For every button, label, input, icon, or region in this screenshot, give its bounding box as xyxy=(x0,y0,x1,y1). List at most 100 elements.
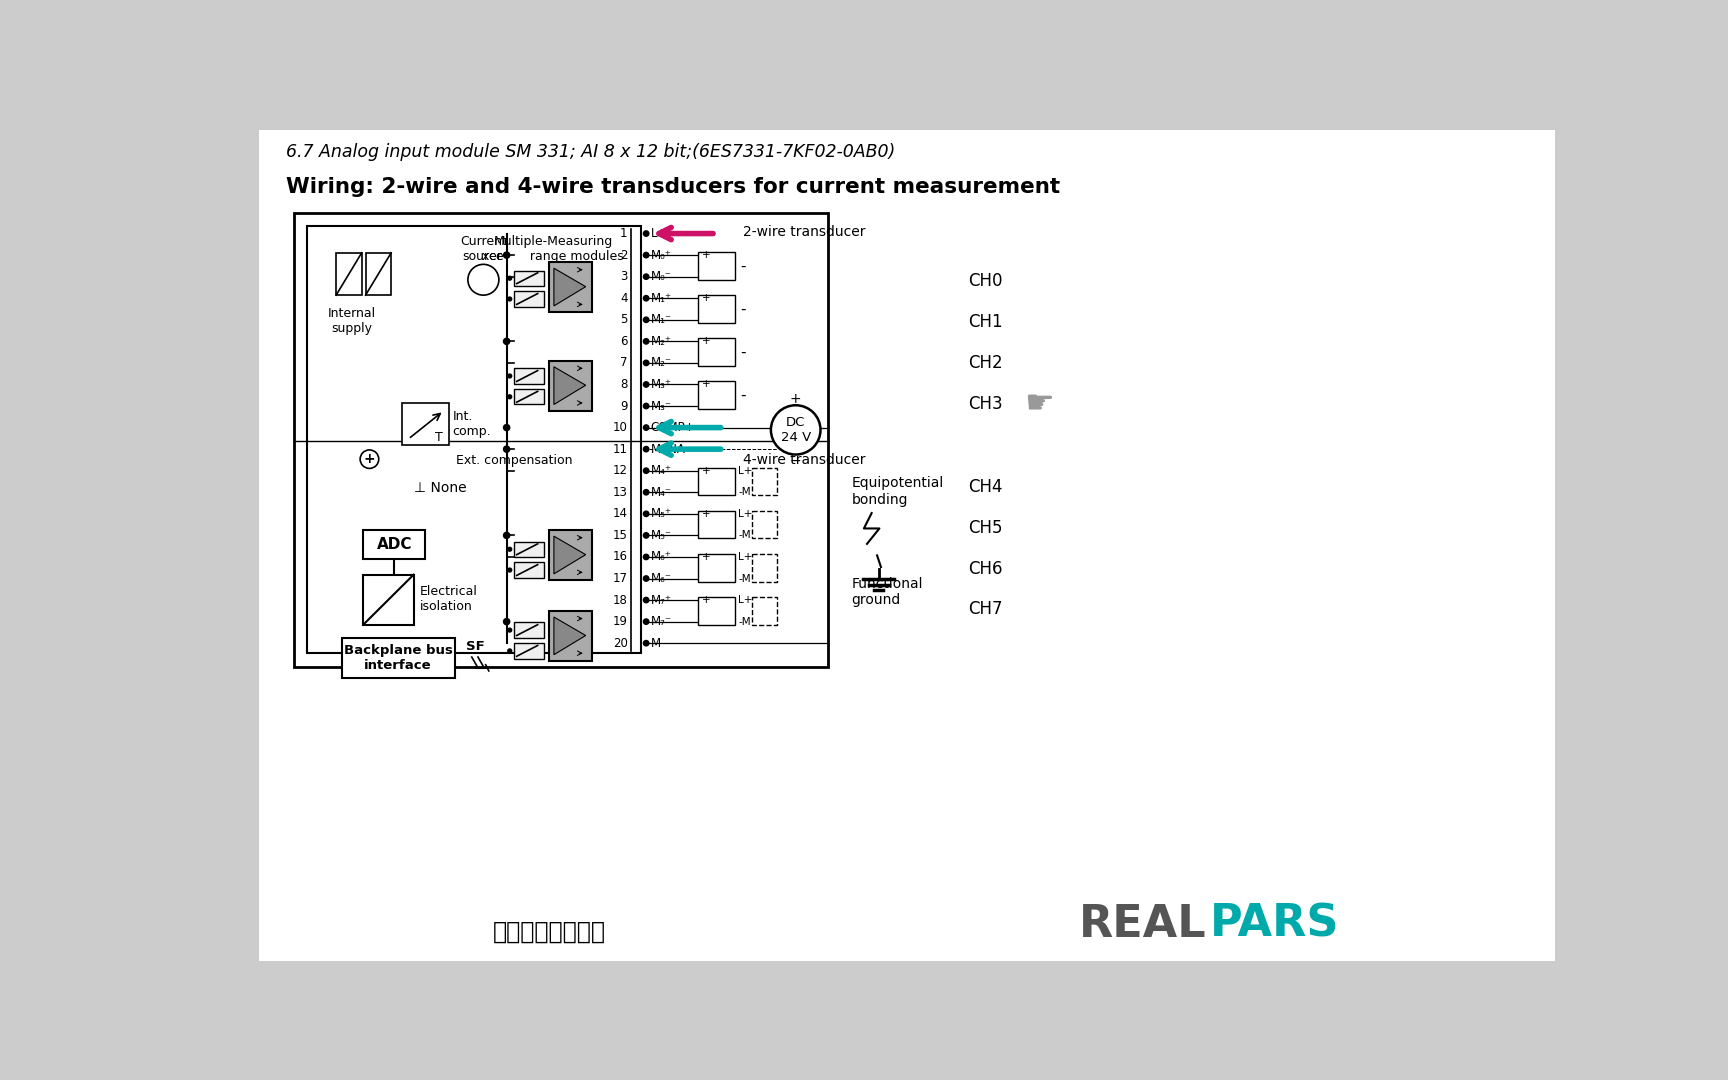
Circle shape xyxy=(508,395,511,399)
Circle shape xyxy=(643,446,648,451)
Text: 9: 9 xyxy=(620,400,627,413)
Bar xyxy=(698,252,734,280)
Bar xyxy=(403,403,449,445)
Text: 14: 14 xyxy=(612,508,627,521)
Text: M₅⁻: M₅⁻ xyxy=(651,529,672,542)
Circle shape xyxy=(643,468,648,473)
Text: M₇⁻: M₇⁻ xyxy=(651,616,672,629)
Text: -M: -M xyxy=(738,617,752,626)
Text: Multiple-Measuring
xer       range modules: Multiple-Measuring xer range modules xyxy=(482,235,624,262)
Text: 3: 3 xyxy=(620,270,627,283)
Text: M₇⁺: M₇⁺ xyxy=(651,594,672,607)
Circle shape xyxy=(503,424,510,431)
Text: M₅⁺: M₅⁺ xyxy=(651,508,672,521)
Circle shape xyxy=(508,629,511,632)
Circle shape xyxy=(643,511,648,516)
Text: -: - xyxy=(740,345,745,360)
Text: 4-wire transducer: 4-wire transducer xyxy=(743,453,866,467)
Bar xyxy=(752,554,778,582)
Polygon shape xyxy=(555,536,586,573)
Text: L+: L+ xyxy=(738,552,753,562)
Text: -: - xyxy=(740,388,745,403)
Text: CH4: CH4 xyxy=(968,477,1002,496)
Text: 以便为模块供电。: 以便为模块供电。 xyxy=(492,920,607,944)
Text: COMP+: COMP+ xyxy=(651,421,695,434)
Text: Internal
supply: Internal supply xyxy=(328,307,375,335)
Bar xyxy=(698,468,734,496)
Bar xyxy=(515,563,544,578)
Text: 10: 10 xyxy=(613,421,627,434)
Text: -: - xyxy=(740,258,745,273)
Circle shape xyxy=(503,532,510,539)
Text: 8: 8 xyxy=(620,378,627,391)
Text: Ext. compensation: Ext. compensation xyxy=(456,455,572,468)
Text: CH0: CH0 xyxy=(968,272,1002,291)
Text: 18: 18 xyxy=(613,594,627,607)
Text: REAL: REAL xyxy=(1078,903,1206,946)
Text: +: + xyxy=(702,595,710,605)
Text: 2-wire transducer: 2-wire transducer xyxy=(743,225,866,239)
Text: 1: 1 xyxy=(620,227,627,240)
Text: PARS: PARS xyxy=(1210,903,1339,946)
Text: +: + xyxy=(702,251,710,260)
Text: Wiring: 2-wire and 4-wire transducers for current measurement: Wiring: 2-wire and 4-wire transducers fo… xyxy=(285,177,1059,198)
Bar xyxy=(515,389,544,405)
Text: 13: 13 xyxy=(613,486,627,499)
Text: −: − xyxy=(790,454,802,468)
Text: ADC: ADC xyxy=(377,537,411,552)
Bar xyxy=(550,611,593,661)
Circle shape xyxy=(508,568,511,572)
Bar xyxy=(308,226,641,653)
Bar xyxy=(363,530,425,559)
Text: +: + xyxy=(790,392,802,406)
Bar xyxy=(294,213,828,667)
Bar xyxy=(550,262,593,312)
Bar xyxy=(550,530,593,580)
Circle shape xyxy=(643,554,648,559)
Text: L+: L+ xyxy=(738,509,753,518)
Circle shape xyxy=(643,381,648,387)
Bar xyxy=(342,638,454,678)
Circle shape xyxy=(508,374,511,378)
Circle shape xyxy=(359,450,378,469)
Text: 7: 7 xyxy=(620,356,627,369)
Text: M₂⁻: M₂⁻ xyxy=(651,356,672,369)
Text: 15: 15 xyxy=(613,529,627,542)
Text: Backplane bus
interface: Backplane bus interface xyxy=(344,644,453,672)
Circle shape xyxy=(643,253,648,258)
Circle shape xyxy=(508,649,511,652)
Text: +: + xyxy=(702,552,710,562)
Circle shape xyxy=(643,424,648,430)
Text: Functional
ground: Functional ground xyxy=(852,577,923,607)
Text: M₄⁻: M₄⁻ xyxy=(651,486,672,499)
Bar xyxy=(515,368,544,383)
Circle shape xyxy=(643,403,648,408)
Text: +: + xyxy=(702,294,710,303)
Circle shape xyxy=(643,318,648,323)
Bar xyxy=(698,381,734,409)
Circle shape xyxy=(508,276,511,280)
Text: Electrical
isolation: Electrical isolation xyxy=(420,585,477,613)
Circle shape xyxy=(643,619,648,624)
Bar xyxy=(515,644,544,659)
Circle shape xyxy=(503,252,510,258)
Bar xyxy=(752,597,778,624)
Bar xyxy=(698,295,734,323)
Text: -M: -M xyxy=(738,530,752,540)
Text: M₆⁻: M₆⁻ xyxy=(651,572,672,585)
Text: CH5: CH5 xyxy=(968,518,1002,537)
Text: Int.
comp.: Int. comp. xyxy=(453,409,491,437)
Text: 5: 5 xyxy=(620,313,627,326)
Circle shape xyxy=(643,597,648,603)
Bar xyxy=(752,468,778,496)
Bar xyxy=(550,361,593,410)
Text: 6.7 Analog input module SM 331; AI 8 x 12 bit;(6ES7331-7KF02-0AB0): 6.7 Analog input module SM 331; AI 8 x 1… xyxy=(285,144,895,161)
Text: 6: 6 xyxy=(620,335,627,348)
Text: M₄⁺: M₄⁺ xyxy=(651,464,672,477)
Text: +: + xyxy=(702,336,710,347)
Circle shape xyxy=(643,296,648,301)
Text: CH2: CH2 xyxy=(968,354,1002,372)
Circle shape xyxy=(508,548,511,551)
Text: L+: L+ xyxy=(651,227,667,240)
Text: +: + xyxy=(702,509,710,518)
